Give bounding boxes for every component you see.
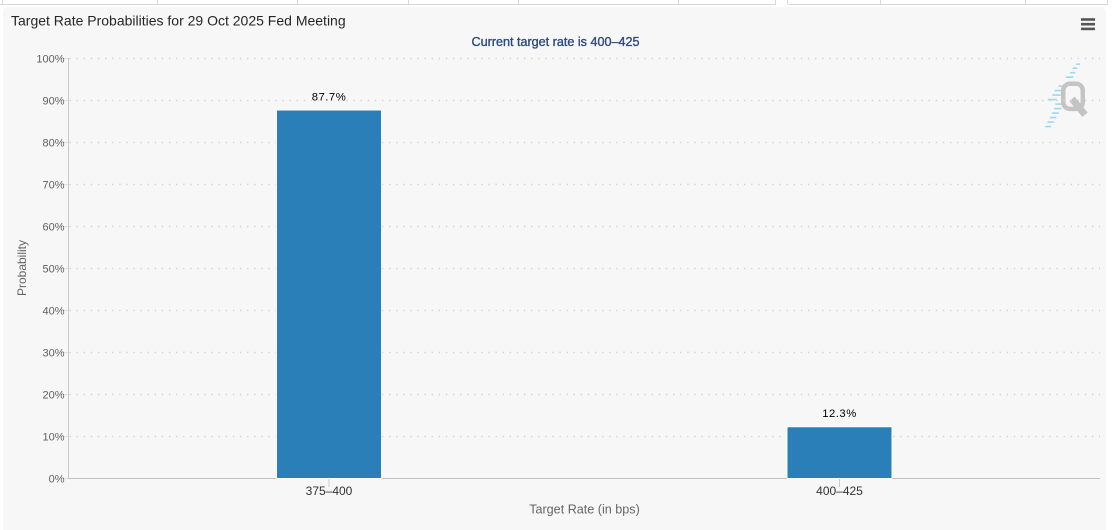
svg-text:Probability: Probability [15,240,29,296]
svg-text:70%: 70% [42,180,64,192]
svg-text:Target Rate Probabilities for: Target Rate Probabilities for 29 Oct 202… [11,13,346,29]
svg-text:87.7%: 87.7% [312,92,347,104]
svg-text:80%: 80% [42,138,64,150]
svg-text:90%: 90% [42,96,64,108]
svg-text:50%: 50% [42,264,64,276]
svg-text:10%: 10% [42,432,64,444]
svg-text:100%: 100% [36,54,64,66]
svg-text:40%: 40% [42,306,64,318]
svg-text:20%: 20% [42,390,64,402]
svg-text:12.3%: 12.3% [822,408,857,420]
svg-text:Current target rate is 400–425: Current target rate is 400–425 [471,35,639,49]
svg-text:30%: 30% [42,348,64,360]
svg-text:60%: 60% [42,222,64,234]
svg-text:0%: 0% [49,474,65,486]
svg-text:Target Rate (in bps): Target Rate (in bps) [529,503,640,517]
svg-text:400–425: 400–425 [816,484,863,498]
svg-text:375–400: 375–400 [306,484,353,498]
